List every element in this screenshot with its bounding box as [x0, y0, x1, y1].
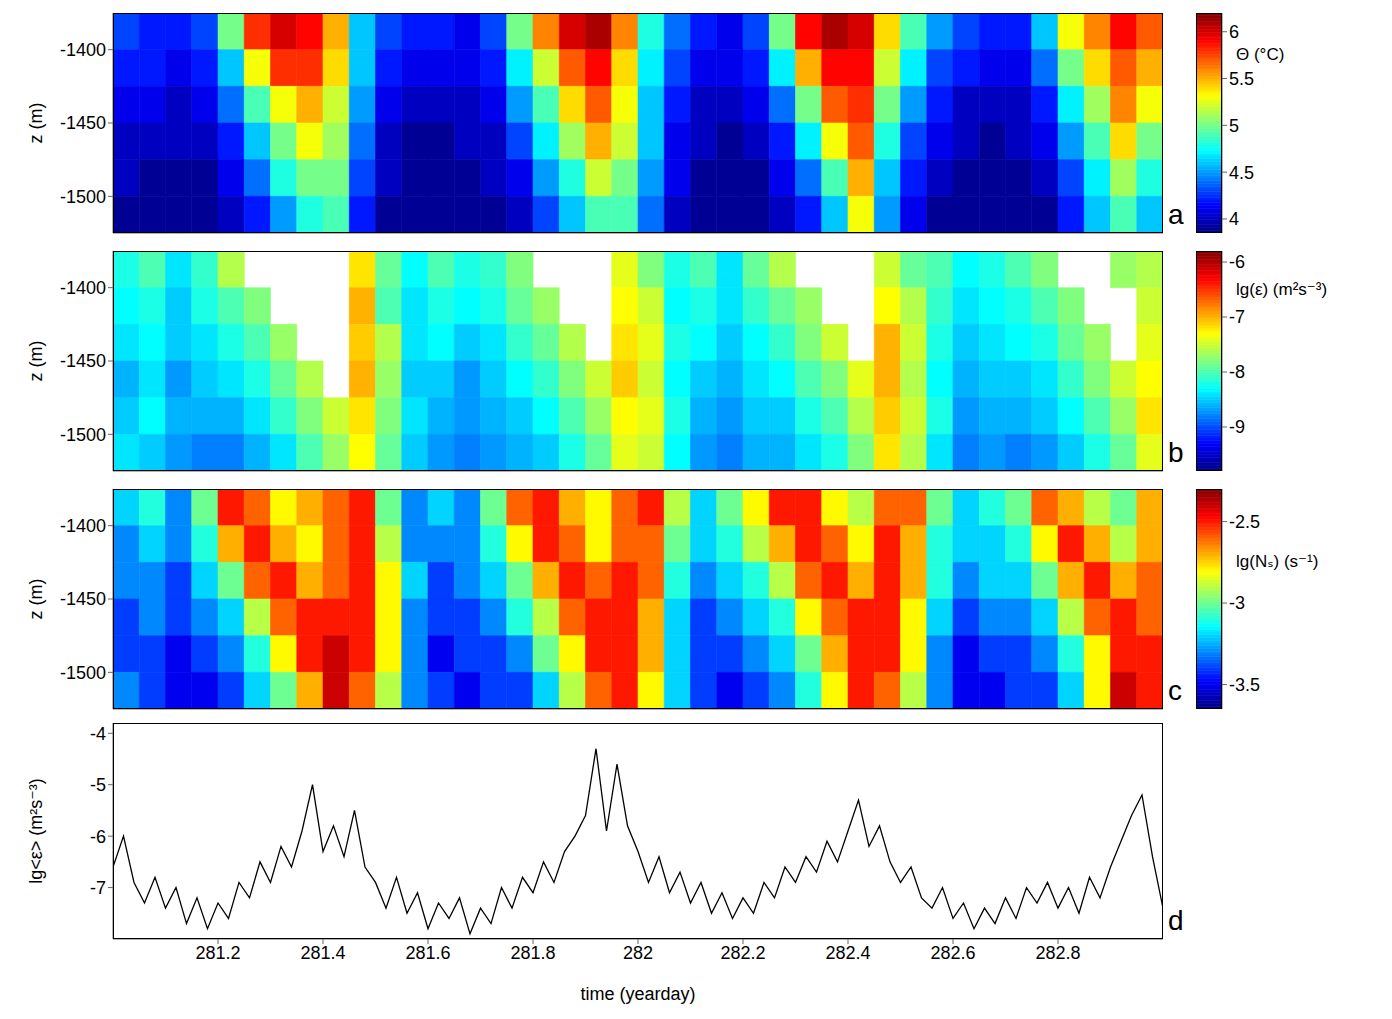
html-text:a: a	[1168, 199, 1184, 230]
svg-text:4.5: 4.5	[1229, 163, 1254, 183]
html-text:c: c	[1168, 675, 1182, 706]
svg-text:-1500: -1500	[60, 425, 106, 445]
svg-text:281.4: 281.4	[300, 943, 345, 963]
html-text:b: b	[1168, 437, 1184, 468]
svg-text:-5: -5	[90, 775, 106, 795]
svg-text:-1500: -1500	[60, 663, 106, 683]
svg-text:282.4: 282.4	[825, 943, 870, 963]
svg-text:-1400: -1400	[60, 516, 106, 536]
html-text:z (m): z (m)	[25, 340, 46, 382]
html-text:lg(ε) (m²s⁻³): lg(ε) (m²s⁻³)	[1236, 279, 1328, 299]
svg-text:281.6: 281.6	[405, 943, 450, 963]
svg-text:282.8: 282.8	[1035, 943, 1080, 963]
html-text:lg(Nₛ) (s⁻¹): lg(Nₛ) (s⁻¹)	[1236, 552, 1319, 572]
svg-text:-7: -7	[90, 878, 106, 898]
svg-text:-7: -7	[1229, 307, 1245, 327]
html-text:d: d	[1168, 905, 1184, 936]
svg-text:5.5: 5.5	[1229, 69, 1254, 89]
svg-text:-9: -9	[1229, 417, 1245, 437]
svg-text:-8: -8	[1229, 362, 1245, 382]
svg-text:282.2: 282.2	[720, 943, 765, 963]
svg-text:281.8: 281.8	[510, 943, 555, 963]
svg-text:282: 282	[623, 943, 653, 963]
svg-text:-4: -4	[90, 724, 106, 744]
svg-text:-6: -6	[90, 827, 106, 847]
svg-text:-3: -3	[1229, 593, 1245, 613]
svg-text:281.2: 281.2	[195, 943, 240, 963]
svg-text:-6: -6	[1229, 252, 1245, 272]
html-text:lg<ε> (m²s⁻³): lg<ε> (m²s⁻³)	[26, 778, 46, 884]
svg-text:6: 6	[1229, 22, 1239, 42]
svg-text:-2.5: -2.5	[1229, 512, 1260, 532]
svg-text:282.6: 282.6	[930, 943, 975, 963]
svg-text:5: 5	[1229, 116, 1239, 136]
svg-text:-1450: -1450	[60, 113, 106, 133]
svg-text:-1400: -1400	[60, 40, 106, 60]
svg-text:-1400: -1400	[60, 278, 106, 298]
svg-text:-1450: -1450	[60, 589, 106, 609]
html-text:Θ (°C): Θ (°C)	[1236, 45, 1285, 65]
svg-text:4: 4	[1229, 209, 1239, 229]
svg-text:-1500: -1500	[60, 187, 106, 207]
svg-text:-1450: -1450	[60, 351, 106, 371]
svg-text:-3.5: -3.5	[1229, 675, 1260, 695]
html-text:z (m): z (m)	[25, 102, 46, 144]
html-text:z (m): z (m)	[25, 578, 46, 620]
html-text:time (yearday): time (yearday)	[580, 984, 696, 1004]
